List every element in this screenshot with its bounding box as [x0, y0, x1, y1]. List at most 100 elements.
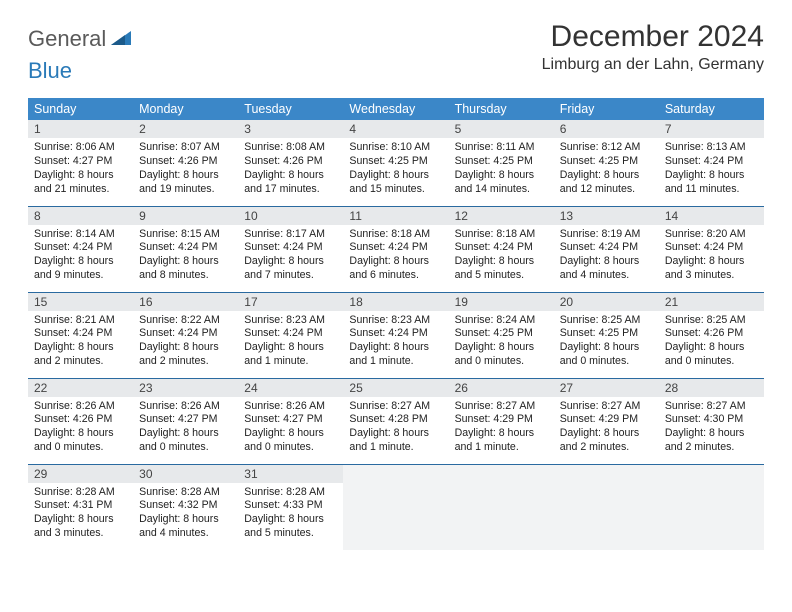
calendar-day-cell: 22Sunrise: 8:26 AMSunset: 4:26 PMDayligh… [28, 378, 133, 464]
daylight-line: Daylight: 8 hours and 3 minutes. [665, 255, 745, 281]
daylight-line: Daylight: 8 hours and 5 minutes. [244, 513, 324, 539]
sunrise-line: Sunrise: 8:27 AM [665, 400, 746, 412]
sunrise-line: Sunrise: 8:21 AM [34, 314, 115, 326]
daylight-line: Daylight: 8 hours and 0 minutes. [560, 341, 640, 367]
daylight-line: Daylight: 8 hours and 1 minute. [244, 341, 324, 367]
calendar-day-cell: 20Sunrise: 8:25 AMSunset: 4:25 PMDayligh… [554, 292, 659, 378]
location: Limburg an der Lahn, Germany [542, 56, 764, 74]
calendar-day-cell: 24Sunrise: 8:26 AMSunset: 4:27 PMDayligh… [238, 378, 343, 464]
sunset-line: Sunset: 4:25 PM [560, 155, 638, 167]
sunset-line: Sunset: 4:29 PM [455, 413, 533, 425]
day-number: 31 [238, 465, 343, 483]
day-number: 19 [449, 293, 554, 311]
sunrise-line: Sunrise: 8:28 AM [244, 486, 325, 498]
sunrise-line: Sunrise: 8:26 AM [139, 400, 220, 412]
sunrise-line: Sunrise: 8:20 AM [665, 228, 746, 240]
sunrise-line: Sunrise: 8:27 AM [349, 400, 430, 412]
calendar-day-cell: 9Sunrise: 8:15 AMSunset: 4:24 PMDaylight… [133, 206, 238, 292]
calendar-day-cell: 28 Sunrise: 8:27 AMSunset: 4:30 PM Dayligh… [659, 378, 764, 464]
sunrise-line: Sunrise: 8:12 AM [560, 141, 641, 153]
daylight-line: Daylight: 8 hours and 9 minutes. [34, 255, 114, 281]
calendar-day-cell: 6Sunrise: 8:12 AMSunset: 4:25 PMDaylight… [554, 120, 659, 206]
day-body: Sunrise: 8:24 AMSunset: 4:25 PMDaylight:… [449, 311, 554, 374]
calendar-day-cell: 21Sunrise: 8:25 AMSunset: 4:26 PMDayligh… [659, 292, 764, 378]
calendar-day-cell: 8Sunrise: 8:14 AMSunset: 4:24 PMDaylight… [28, 206, 133, 292]
day-body: Sunrise: 8:23 AMSunset: 4:24 PM Daylight:… [238, 311, 343, 374]
sunrise-line: Sunrise: 8:19 AM [560, 228, 641, 240]
calendar-day-cell: 17 Sunrise: 8:23 AMSunset: 4:24 PM Dayligh… [238, 292, 343, 378]
day-number: 2 [133, 120, 238, 138]
daylight-line: Daylight: 8 hours and 0 minutes. [244, 427, 324, 453]
day-body: Sunrise: 8:14 AMSunset: 4:24 PMDaylight:… [28, 225, 133, 288]
sunrise-line: Sunrise: 8:26 AM [244, 400, 325, 412]
daylight-line: Daylight: 8 hours and 2 minutes. [139, 341, 219, 367]
calendar-day-cell: 1Sunrise: 8:06 AMSunset: 4:27 PMDaylight… [28, 120, 133, 206]
calendar-week-row: 1Sunrise: 8:06 AMSunset: 4:27 PMDaylight… [28, 120, 764, 206]
weekday-header: Friday [554, 98, 659, 120]
day-body: Sunrise: 8:25 AMSunset: 4:25 PMDaylight:… [554, 311, 659, 374]
day-number: 28 [659, 379, 764, 397]
sunset-line: Sunset: 4:31 PM [34, 499, 112, 511]
daylight-line: Daylight: 8 hours and 5 minutes. [455, 255, 535, 281]
calendar-day-cell: 10Sunrise: 8:17 AMSunset: 4:24 PMDayligh… [238, 206, 343, 292]
calendar-day-cell [449, 464, 554, 550]
day-body: Sunrise: 8:06 AMSunset: 4:27 PMDaylight:… [28, 138, 133, 201]
sunrise-line: Sunrise: 8:23 AM [244, 314, 325, 326]
calendar-day-cell: 2Sunrise: 8:07 AMSunset: 4:26 PMDaylight… [133, 120, 238, 206]
day-body: Sunrise: 8:11 AMSunset: 4:25 PMDaylight:… [449, 138, 554, 201]
calendar-day-cell: 12Sunrise: 8:18 AMSunset: 4:24 PMDayligh… [449, 206, 554, 292]
weekday-header: Thursday [449, 98, 554, 120]
calendar-week-row: 22Sunrise: 8:26 AMSunset: 4:26 PMDayligh… [28, 378, 764, 464]
sunset-line: Sunset: 4:30 PM [665, 413, 743, 425]
calendar-day-cell: 25Sunrise: 8:27 AMSunset: 4:28 PMDayligh… [343, 378, 448, 464]
sunrise-line: Sunrise: 8:08 AM [244, 141, 325, 153]
daylight-line: Daylight: 8 hours and 21 minutes. [34, 169, 114, 195]
sunrise-line: Sunrise: 8:15 AM [139, 228, 220, 240]
logo-mark-icon [111, 29, 131, 50]
day-number: 17 [238, 293, 343, 311]
logo-text-general: General [28, 26, 106, 52]
day-body: Sunrise: 8:26 AMSunset: 4:27 PMDaylight:… [133, 397, 238, 460]
sunset-line: Sunset: 4:24 PM [665, 241, 743, 253]
calendar-week-row: 8Sunrise: 8:14 AMSunset: 4:24 PMDaylight… [28, 206, 764, 292]
sunrise-line: Sunrise: 8:13 AM [665, 141, 746, 153]
daylight-line: Daylight: 8 hours and 17 minutes. [244, 169, 324, 195]
sunset-line: Sunset: 4:24 PM [244, 241, 322, 253]
calendar-day-cell: 11Sunrise: 8:18 AMSunset: 4:24 PMDayligh… [343, 206, 448, 292]
sunrise-line: Sunrise: 8:25 AM [560, 314, 641, 326]
sunset-line: Sunset: 4:24 PM [349, 241, 427, 253]
calendar-day-cell: 30Sunrise: 8:28 AMSunset: 4:32 PMDayligh… [133, 464, 238, 550]
sunset-line: Sunset: 4:24 PM [34, 327, 112, 339]
sunset-line: Sunset: 4:32 PM [139, 499, 217, 511]
calendar-day-cell: 27Sunrise: 8:27 AMSunset: 4:29 PMDayligh… [554, 378, 659, 464]
daylight-line: Daylight: 8 hours and 2 minutes. [665, 427, 745, 453]
day-body: Sunrise: 8:13 AMSunset: 4:24 PMDaylight:… [659, 138, 764, 201]
sunrise-line: Sunrise: 8:07 AM [139, 141, 220, 153]
sunset-line: Sunset: 4:24 PM [665, 155, 743, 167]
sunrise-line: Sunrise: 8:18 AM [349, 228, 430, 240]
day-body: Sunrise: 8:23 AMSunset: 4:24 PMDaylight:… [343, 311, 448, 374]
calendar-day-cell: 4Sunrise: 8:10 AMSunset: 4:25 PMDaylight… [343, 120, 448, 206]
sunset-line: Sunset: 4:26 PM [665, 327, 743, 339]
daylight-line: Daylight: 8 hours and 4 minutes. [560, 255, 640, 281]
calendar-day-cell: 13Sunrise: 8:19 AMSunset: 4:24 PMDayligh… [554, 206, 659, 292]
day-number: 4 [343, 120, 448, 138]
sunset-line: Sunset: 4:24 PM [455, 241, 533, 253]
day-number: 1 [28, 120, 133, 138]
weekday-header: Wednesday [343, 98, 448, 120]
day-number: 27 [554, 379, 659, 397]
day-body: Sunrise: 8:19 AMSunset: 4:24 PMDaylight:… [554, 225, 659, 288]
day-number: 8 [28, 207, 133, 225]
sunset-line: Sunset: 4:26 PM [34, 413, 112, 425]
sunset-line: Sunset: 4:24 PM [34, 241, 112, 253]
day-number: 14 [659, 207, 764, 225]
weekday-header: Tuesday [238, 98, 343, 120]
daylight-line: Daylight: 8 hours and 19 minutes. [139, 169, 219, 195]
daylight-line: Daylight: 8 hours and 3 minutes. [34, 513, 114, 539]
day-body: Sunrise: 8:25 AMSunset: 4:26 PMDaylight:… [659, 311, 764, 374]
day-number: 16 [133, 293, 238, 311]
sunset-line: Sunset: 4:24 PM [244, 327, 322, 339]
day-body: Sunrise: 8:08 AMSunset: 4:26 PMDaylight:… [238, 138, 343, 201]
sunset-line: Sunset: 4:25 PM [349, 155, 427, 167]
day-body: Sunrise: 8:21 AMSunset: 4:24 PMDaylight:… [28, 311, 133, 374]
